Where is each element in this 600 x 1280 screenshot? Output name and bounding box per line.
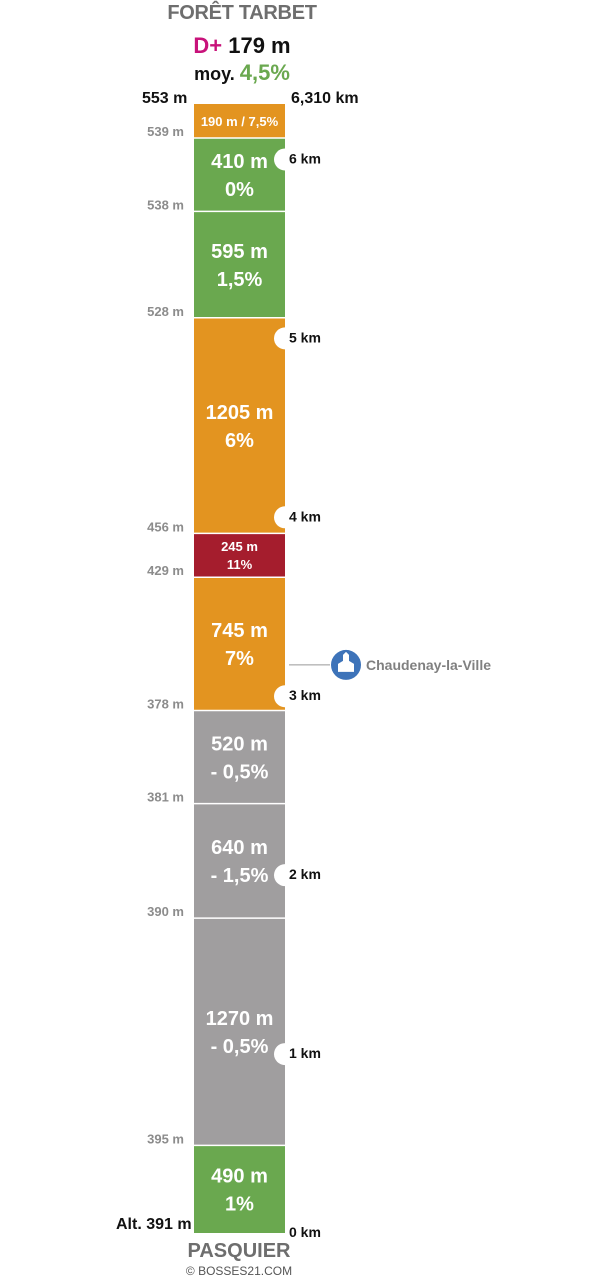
segment-grade-label: 6% bbox=[225, 430, 254, 452]
altitude-label: 456 m bbox=[147, 519, 184, 534]
segment-length-label: 520 m bbox=[211, 733, 268, 755]
segment-grade-label: 1,5% bbox=[217, 269, 263, 291]
start-name: PASQUIER bbox=[187, 1240, 291, 1262]
segment-bar bbox=[194, 918, 285, 1146]
average-grade: moy. 4,5% bbox=[0, 60, 484, 86]
altitude-label: 528 m bbox=[147, 304, 184, 319]
km-tick-label: 4 km bbox=[289, 508, 321, 524]
segment-bar bbox=[194, 317, 285, 534]
altitude-label: 539 m bbox=[147, 124, 184, 139]
km-notch bbox=[274, 327, 285, 350]
segment-grade-label: 7% bbox=[225, 648, 254, 670]
altitude-label: 429 m bbox=[147, 563, 184, 578]
segment-bar bbox=[194, 710, 285, 804]
km-tick-label: 2 km bbox=[289, 866, 321, 882]
segment-bar bbox=[194, 211, 285, 318]
segment-grade-label: - 0,5% bbox=[211, 1036, 269, 1058]
km-tick-label: 3 km bbox=[289, 687, 321, 703]
dplus-value: 179 m bbox=[228, 33, 291, 58]
km-notch bbox=[274, 148, 285, 171]
km-tick-label: 0 km bbox=[289, 1224, 321, 1240]
altitude-label: 378 m bbox=[147, 697, 184, 712]
segment-length-label: 490 m bbox=[211, 1165, 268, 1187]
altitude-label: 395 m bbox=[147, 1131, 184, 1146]
summit-altitude: 553 m bbox=[142, 90, 188, 107]
segment-length-label: 1205 m bbox=[206, 402, 274, 424]
segment-label: 190 m / 7,5% bbox=[201, 114, 279, 129]
km-notch bbox=[274, 506, 285, 529]
segment-bar bbox=[194, 137, 285, 212]
segment-bar bbox=[194, 533, 285, 578]
total-distance: 6,310 km bbox=[291, 90, 359, 107]
km-notch bbox=[274, 685, 285, 708]
km-tick-label: 6 km bbox=[289, 150, 321, 166]
altitude-label: 390 m bbox=[147, 904, 184, 919]
segment-bar bbox=[194, 1145, 285, 1233]
segment-length-label: 595 m bbox=[211, 241, 268, 263]
segment-length-label: 1270 m bbox=[206, 1008, 274, 1030]
segment-grade-label: 0% bbox=[225, 179, 254, 201]
km-notch bbox=[274, 864, 285, 887]
altitude-label: 538 m bbox=[147, 197, 184, 212]
poi-label: Chaudenay-la-Ville bbox=[366, 657, 491, 673]
segment-grade-label: - 0,5% bbox=[211, 761, 269, 783]
segment-length-label: 640 m bbox=[211, 837, 268, 859]
segment-grade-label: 1% bbox=[225, 1193, 254, 1215]
church-shape bbox=[338, 651, 354, 672]
climb-title: FORÊT TARBET bbox=[167, 2, 317, 24]
segment-bar bbox=[194, 104, 285, 138]
dplus-label: D+ bbox=[193, 33, 223, 58]
segment-length-label: 410 m bbox=[211, 151, 268, 173]
segment-length-label: 745 m bbox=[211, 620, 268, 642]
km-tick-label: 5 km bbox=[289, 329, 321, 345]
km-tick-label: 1 km bbox=[289, 1045, 321, 1061]
moy-label: moy. bbox=[194, 64, 235, 84]
elevation-gain: D+ 179 m bbox=[0, 33, 484, 59]
segment-bar bbox=[194, 803, 285, 919]
segment-grade-label: 11% bbox=[227, 557, 253, 572]
copyright: © BOSSES21.COM bbox=[185, 1264, 293, 1278]
altitude-label: 381 m bbox=[147, 790, 184, 805]
segment-grade-label: - 1,5% bbox=[211, 865, 269, 887]
km-notch bbox=[274, 1043, 285, 1066]
segment-bar bbox=[194, 577, 285, 711]
moy-value: 4,5% bbox=[239, 60, 290, 85]
start-altitude: Alt. 391 m bbox=[116, 1216, 192, 1233]
segment-length-label: 245 m bbox=[221, 539, 258, 554]
